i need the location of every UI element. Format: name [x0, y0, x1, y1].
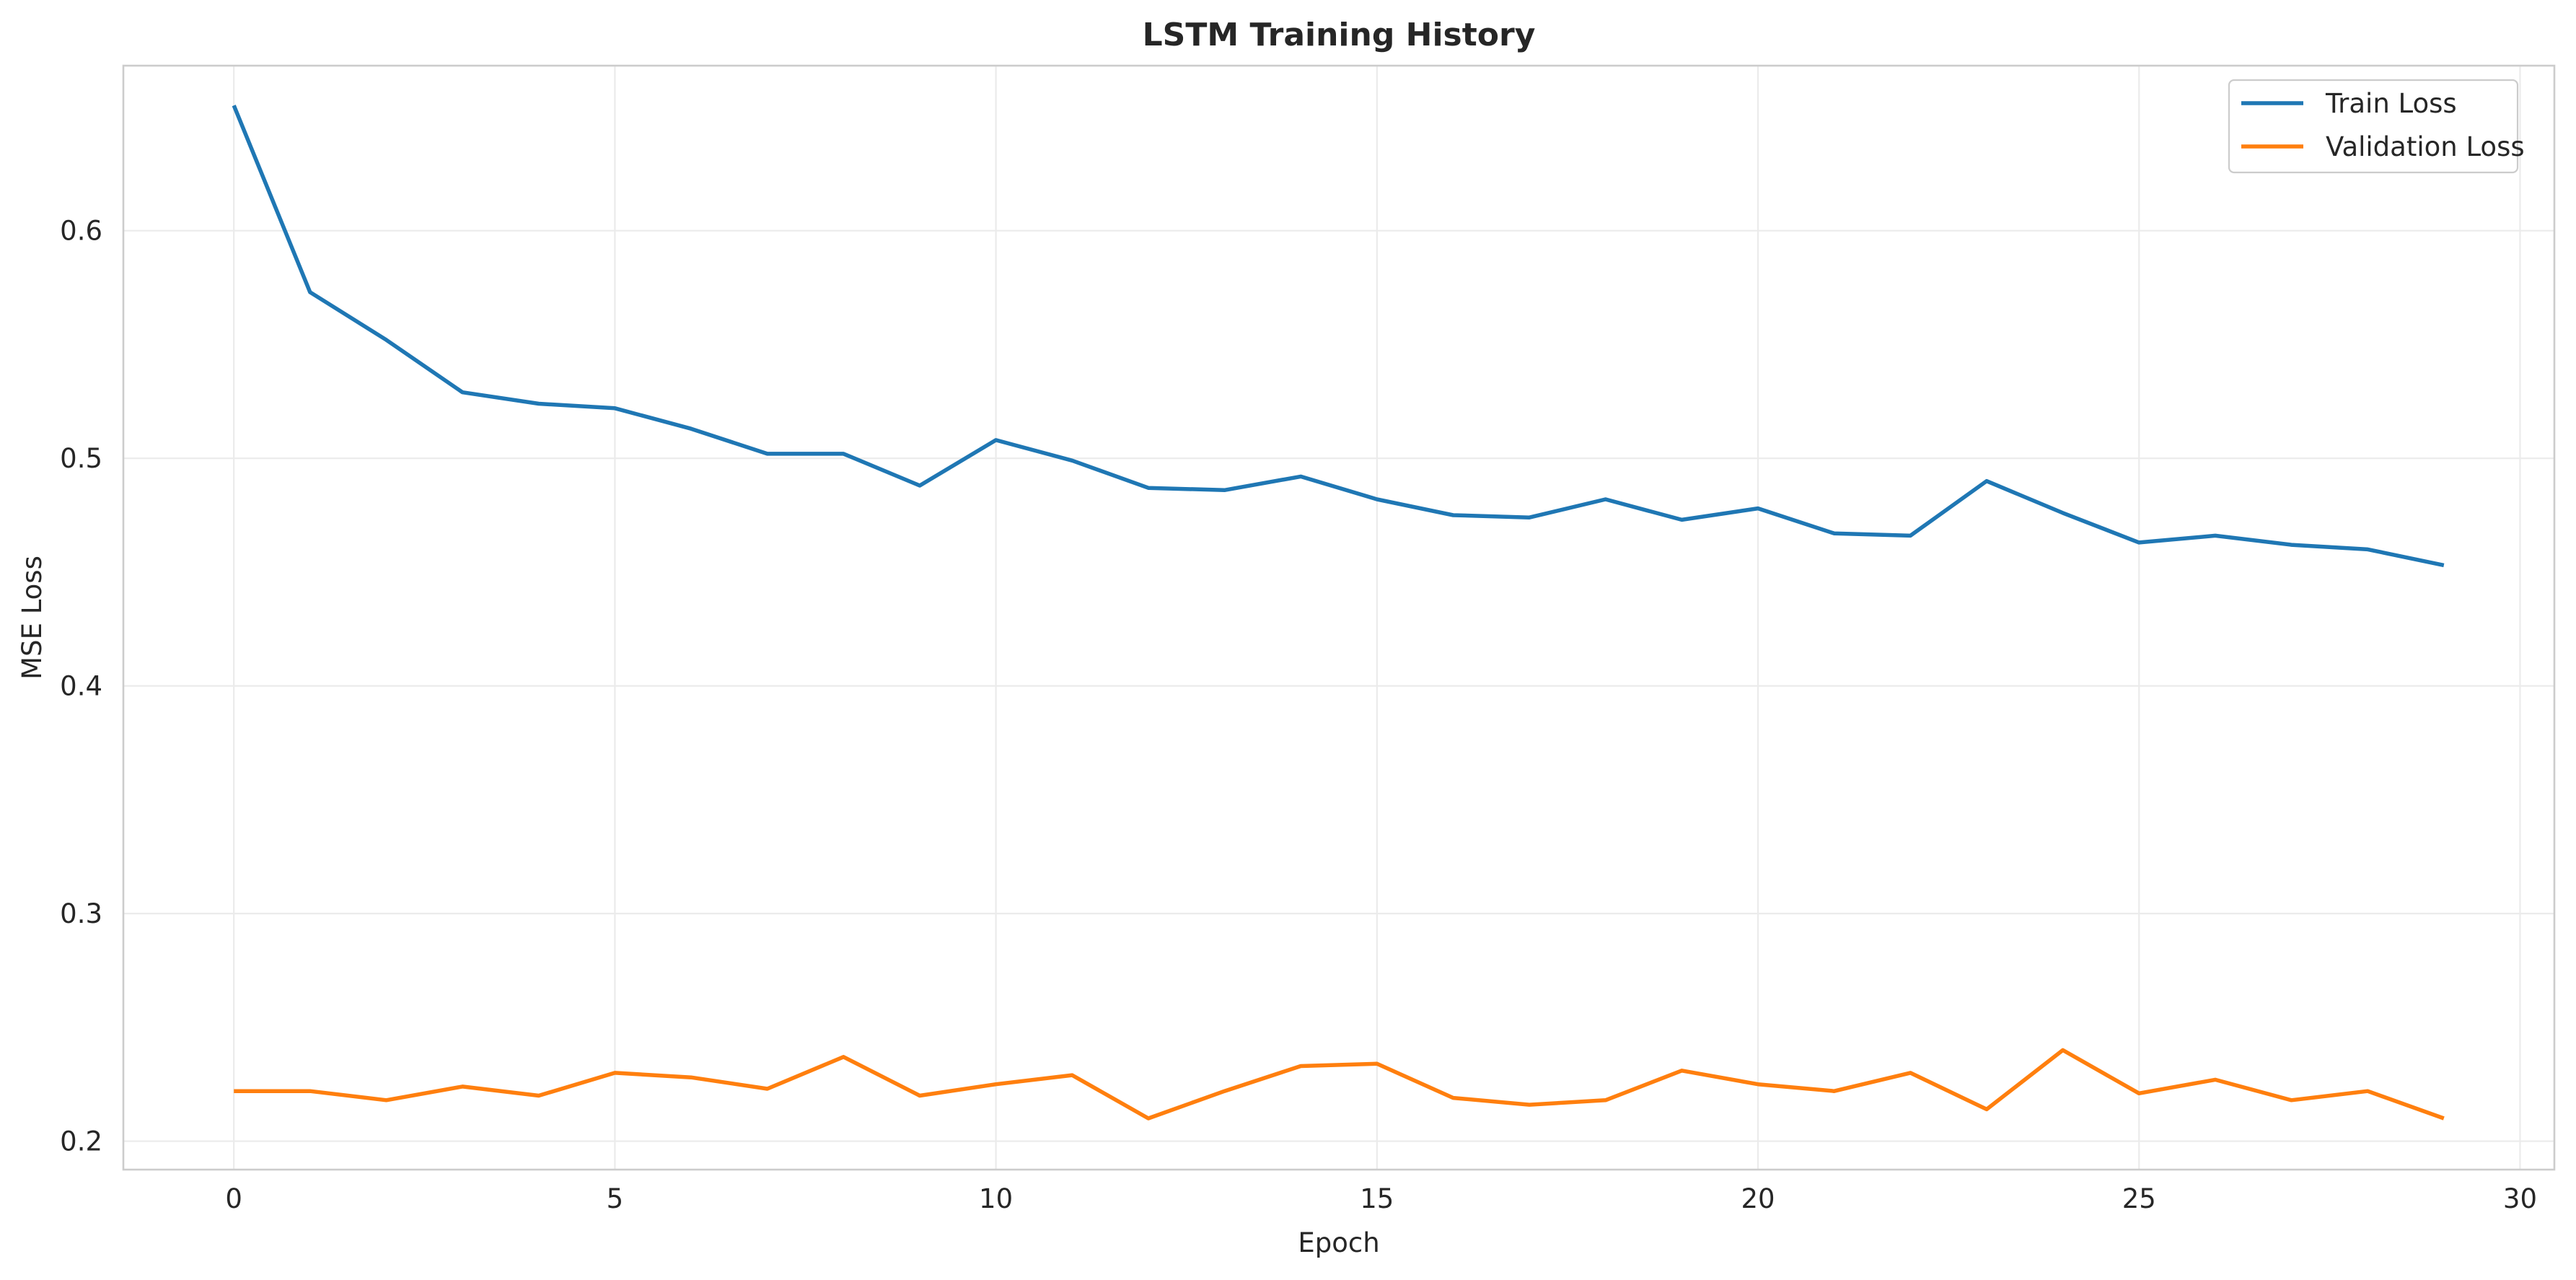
series-layer	[232, 105, 2445, 1121]
x-axis-label: Epoch	[1298, 1227, 1379, 1258]
plot-frame	[122, 64, 2556, 1171]
series-line-train-loss	[232, 105, 2445, 568]
x-tick-label: 25	[2122, 1183, 2156, 1214]
series-line-validation-loss	[234, 1048, 2445, 1121]
y-tick-label: 0.4	[60, 671, 102, 702]
x-tick-label: 10	[979, 1183, 1013, 1214]
y-tick-label: 0.5	[60, 443, 102, 474]
y-tick-label: 0.3	[60, 898, 102, 929]
y-tick-label: 0.2	[60, 1126, 102, 1157]
chart-title: LSTM Training History	[1143, 17, 1536, 53]
legend-label-train-loss: Train Loss	[2325, 88, 2457, 119]
grid-layer	[123, 66, 2554, 1170]
x-tick-label: 20	[1741, 1183, 1775, 1214]
tick-layer: 0 5 10 15 20 25 30 0.2 0.3 0.4 0.5 0.6	[60, 216, 2537, 1214]
x-tick-label: 15	[1360, 1183, 1394, 1214]
x-tick-label: 0	[225, 1183, 242, 1214]
y-tick-label: 0.6	[60, 216, 102, 247]
y-axis-label: MSE Loss	[17, 556, 48, 680]
x-tick-label: 30	[2503, 1183, 2537, 1214]
legend: Train Loss Validation Loss	[2228, 79, 2525, 174]
x-tick-label: 5	[607, 1183, 624, 1214]
legend-label-validation-loss: Validation Loss	[2326, 131, 2525, 162]
